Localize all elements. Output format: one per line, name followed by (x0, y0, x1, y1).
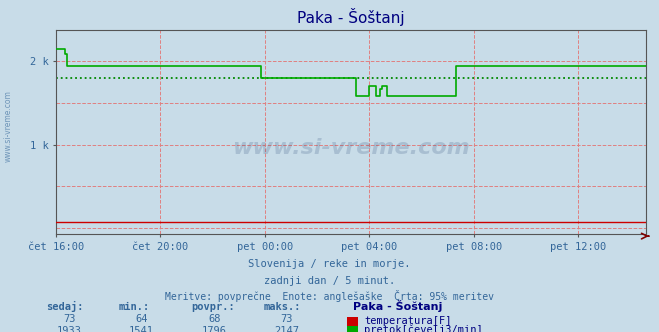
Text: Meritve: povprečne  Enote: anglešaške  Črta: 95% meritev: Meritve: povprečne Enote: anglešaške Črt… (165, 290, 494, 302)
Text: temperatura[F]: temperatura[F] (364, 316, 452, 326)
Text: maks.:: maks.: (264, 302, 301, 312)
Text: povpr.:: povpr.: (191, 302, 235, 312)
Text: 73: 73 (63, 314, 75, 324)
Text: 1541: 1541 (129, 326, 154, 332)
Text: 73: 73 (281, 314, 293, 324)
Text: Paka - Šoštanj: Paka - Šoštanj (353, 300, 442, 312)
Text: 1933: 1933 (57, 326, 82, 332)
Title: Paka - Šoštanj: Paka - Šoštanj (297, 8, 405, 26)
Text: pretok[čevelj3/min]: pretok[čevelj3/min] (364, 324, 483, 332)
Text: 68: 68 (208, 314, 220, 324)
Text: 2147: 2147 (274, 326, 299, 332)
Text: min.:: min.: (119, 302, 150, 312)
Text: www.si-vreme.com: www.si-vreme.com (232, 138, 470, 158)
Text: Slovenija / reke in morje.: Slovenija / reke in morje. (248, 259, 411, 269)
Text: 1796: 1796 (202, 326, 227, 332)
Text: zadnji dan / 5 minut.: zadnji dan / 5 minut. (264, 276, 395, 286)
Text: sedaj:: sedaj: (46, 301, 84, 312)
Text: 64: 64 (136, 314, 148, 324)
Text: www.si-vreme.com: www.si-vreme.com (3, 90, 13, 162)
